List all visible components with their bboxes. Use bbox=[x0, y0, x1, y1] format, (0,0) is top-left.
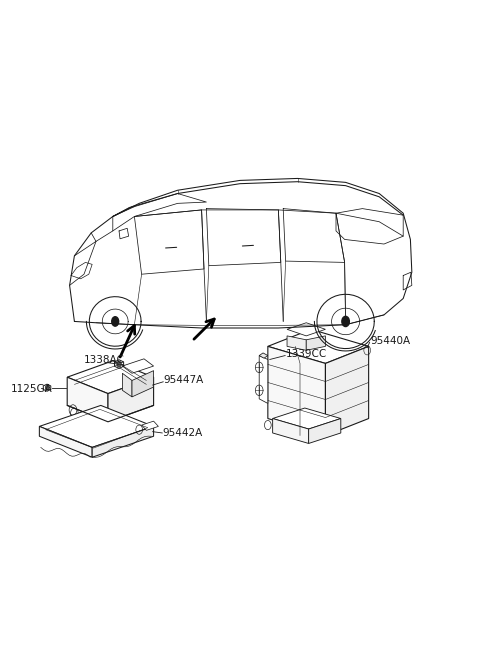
Polygon shape bbox=[325, 346, 369, 436]
Circle shape bbox=[112, 317, 119, 326]
Polygon shape bbox=[122, 373, 132, 397]
Text: 95440A: 95440A bbox=[371, 336, 411, 346]
Text: 1338AC: 1338AC bbox=[84, 355, 125, 365]
Polygon shape bbox=[287, 336, 306, 350]
Polygon shape bbox=[259, 356, 268, 403]
Circle shape bbox=[45, 385, 49, 390]
Polygon shape bbox=[259, 353, 268, 358]
Polygon shape bbox=[39, 405, 154, 447]
Text: 95442A: 95442A bbox=[162, 428, 203, 438]
Polygon shape bbox=[287, 323, 325, 336]
Polygon shape bbox=[108, 377, 154, 422]
Polygon shape bbox=[67, 377, 108, 422]
Polygon shape bbox=[268, 346, 325, 436]
Polygon shape bbox=[122, 359, 154, 373]
Polygon shape bbox=[306, 336, 325, 350]
Polygon shape bbox=[67, 361, 154, 394]
Polygon shape bbox=[273, 419, 309, 443]
Polygon shape bbox=[39, 426, 92, 457]
Polygon shape bbox=[309, 419, 341, 443]
Circle shape bbox=[117, 361, 121, 367]
Polygon shape bbox=[268, 329, 369, 363]
Polygon shape bbox=[132, 371, 154, 397]
Text: 95447A: 95447A bbox=[163, 375, 204, 386]
Polygon shape bbox=[142, 421, 158, 430]
Text: 1125GA: 1125GA bbox=[11, 384, 52, 394]
Circle shape bbox=[342, 316, 349, 327]
Text: 1339CC: 1339CC bbox=[286, 349, 327, 359]
Polygon shape bbox=[92, 426, 154, 457]
Polygon shape bbox=[273, 408, 341, 429]
